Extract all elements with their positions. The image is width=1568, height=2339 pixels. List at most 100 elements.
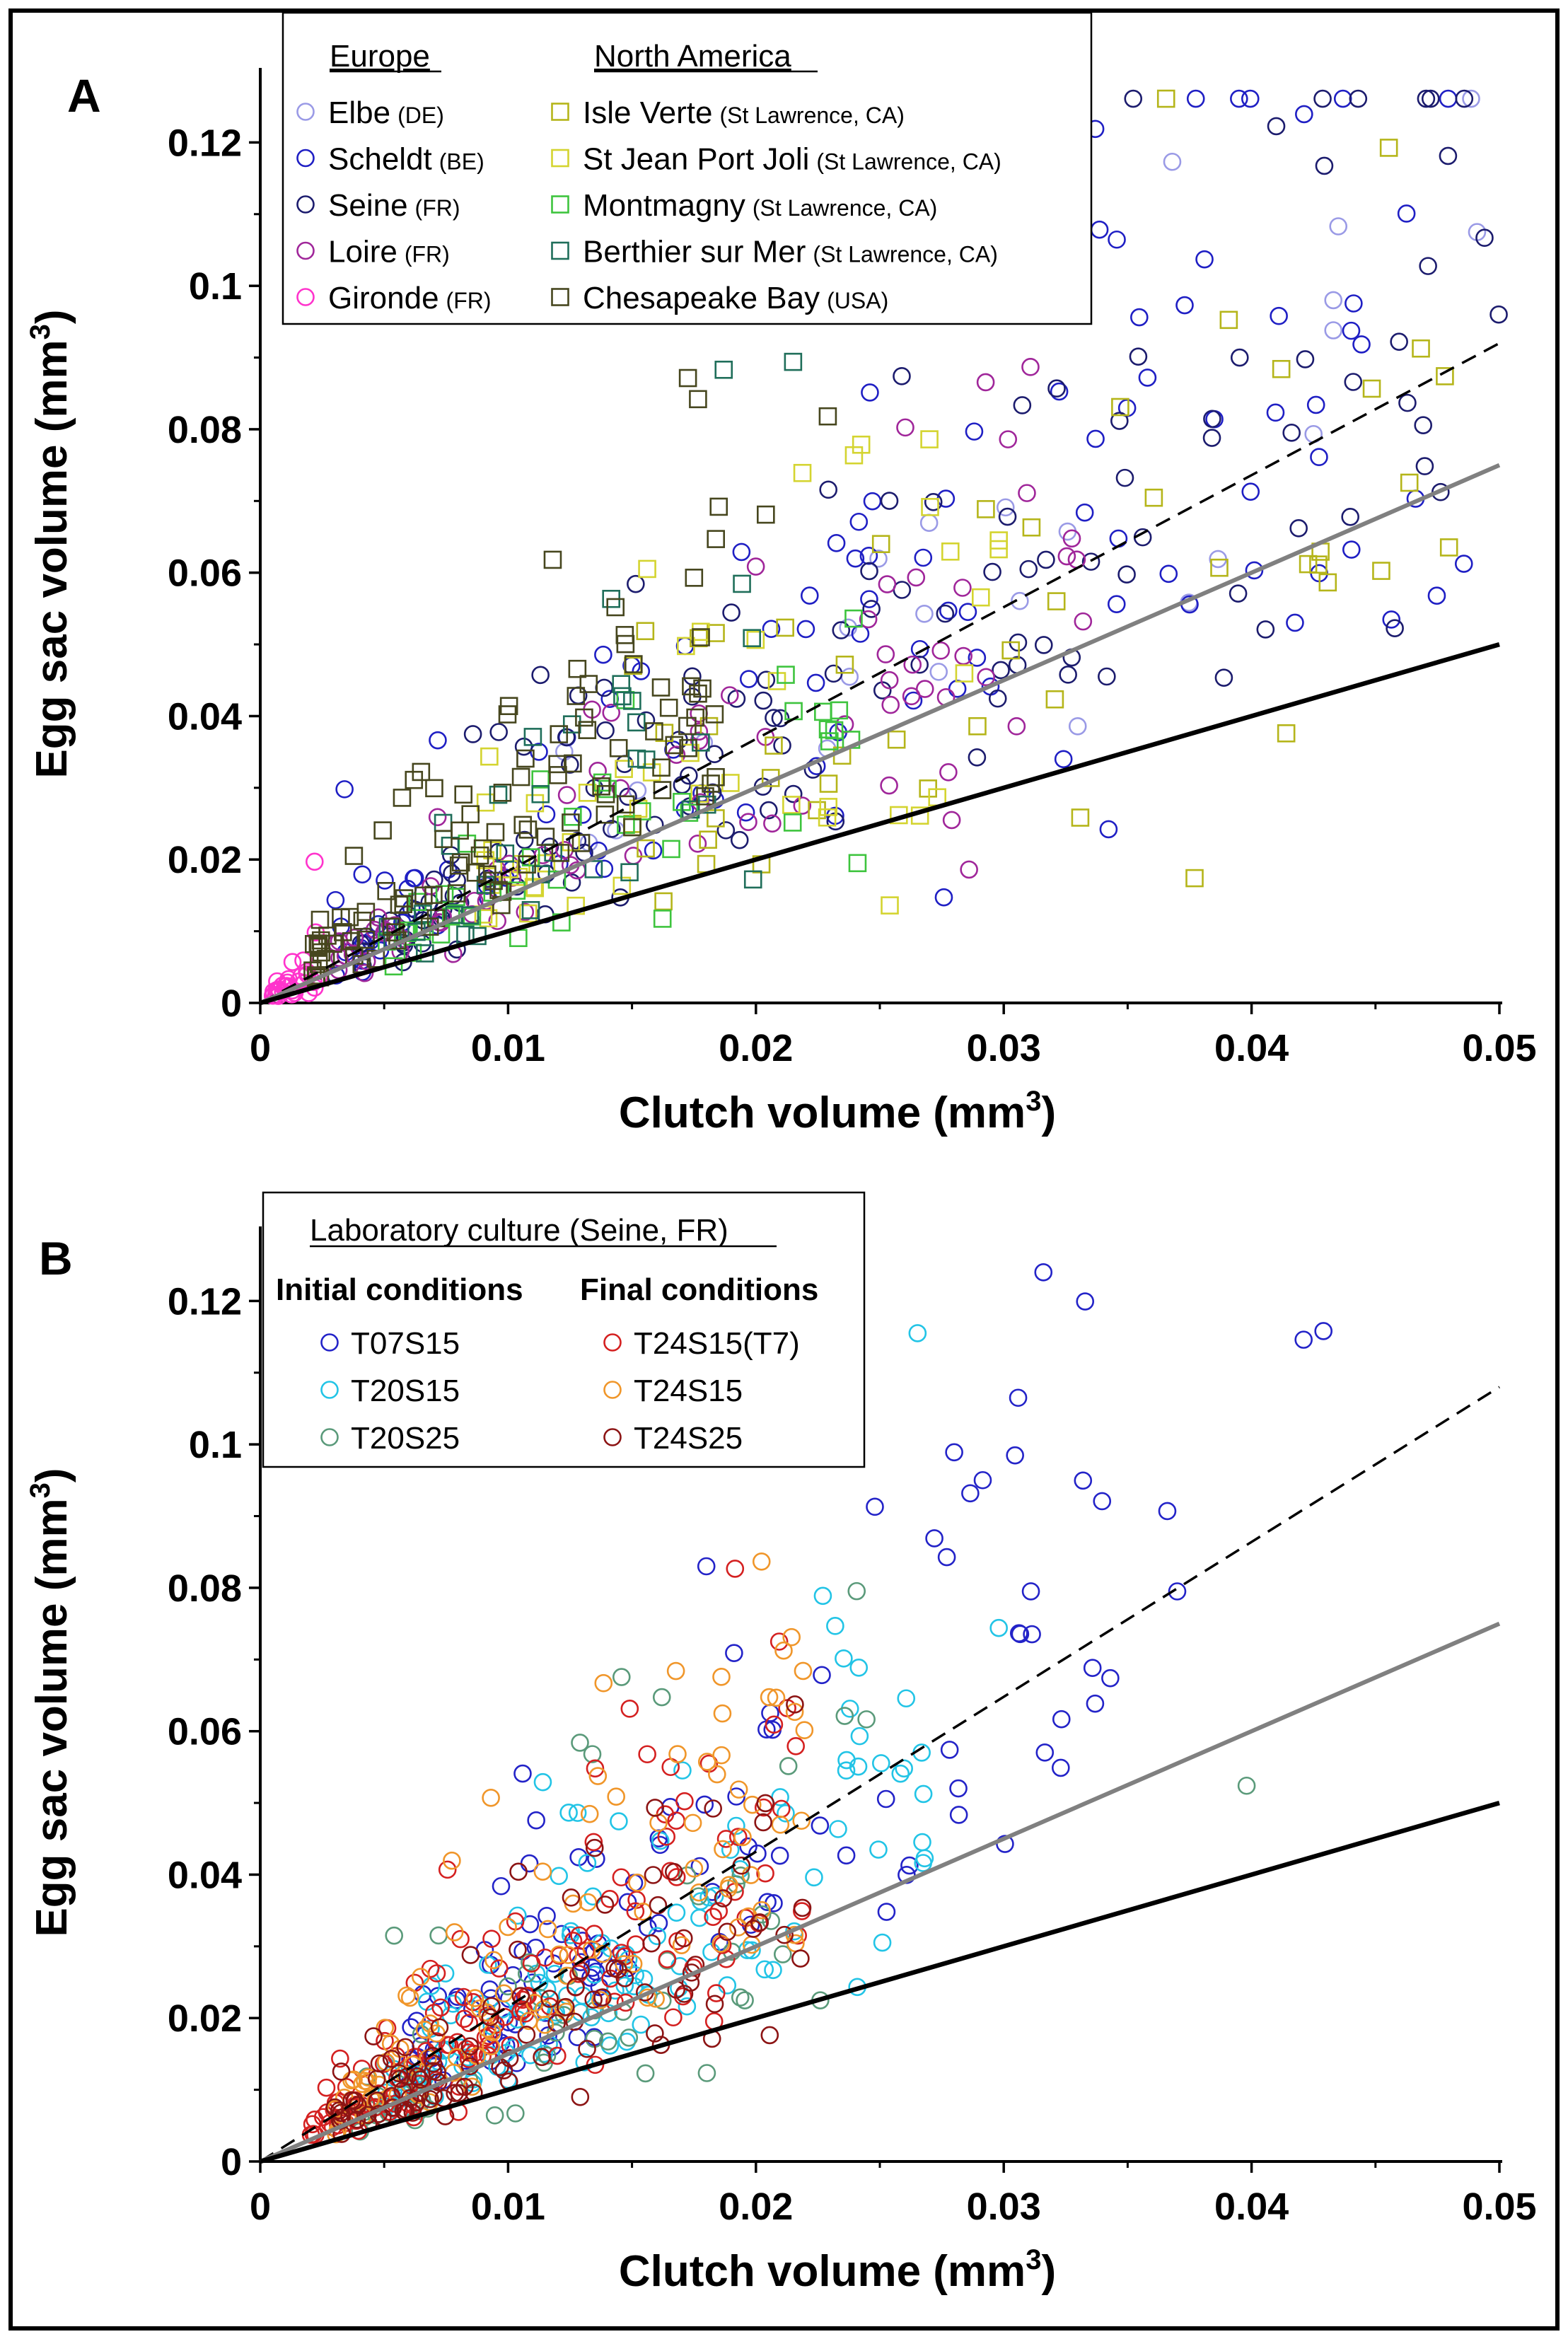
data-point bbox=[283, 953, 302, 972]
data-point bbox=[1489, 305, 1508, 324]
data-point bbox=[852, 435, 871, 454]
data-point bbox=[1333, 89, 1352, 108]
data-point bbox=[770, 1632, 789, 1651]
data-point bbox=[761, 1704, 779, 1722]
data-point bbox=[1034, 636, 1053, 654]
data-point bbox=[1454, 555, 1473, 573]
data-point bbox=[1019, 559, 1038, 579]
data-point bbox=[659, 698, 678, 717]
data-point bbox=[584, 860, 603, 878]
chart-panel-b: B 0 0.02 0.04 0.06 0.08 0.1 0.12 0 0.01 0.02 0.03 0.… bbox=[25, 1191, 1537, 2296]
data-point bbox=[518, 855, 536, 874]
data-point bbox=[461, 805, 480, 824]
data-point bbox=[1324, 291, 1343, 310]
data-point bbox=[549, 766, 567, 784]
data-point bbox=[646, 2024, 664, 2043]
data-point bbox=[683, 667, 702, 686]
data-point bbox=[765, 1715, 784, 1734]
data-point bbox=[617, 816, 635, 834]
data-point bbox=[1074, 612, 1093, 631]
data-point bbox=[806, 673, 825, 692]
data-point bbox=[1310, 448, 1328, 467]
data-point bbox=[1117, 565, 1136, 584]
data-point bbox=[1324, 321, 1343, 339]
data-point bbox=[936, 604, 955, 623]
data-point bbox=[791, 1949, 810, 1968]
data-point bbox=[1052, 1710, 1071, 1729]
data-point bbox=[421, 2014, 439, 2033]
data-point bbox=[782, 796, 801, 814]
data-point bbox=[880, 776, 898, 795]
data-point bbox=[620, 1700, 639, 1718]
data-point bbox=[792, 1811, 811, 1830]
data-point bbox=[784, 352, 803, 371]
data-point bbox=[613, 687, 632, 706]
data-point bbox=[496, 844, 515, 863]
data-point bbox=[585, 1838, 604, 1857]
data-point bbox=[1344, 373, 1363, 391]
data-point bbox=[678, 1997, 697, 2016]
data-point bbox=[679, 738, 697, 758]
data-point bbox=[620, 863, 639, 882]
data-point bbox=[1098, 667, 1116, 686]
data-point bbox=[685, 1859, 704, 1878]
data-point bbox=[642, 1934, 661, 1953]
data-point bbox=[664, 2008, 683, 2027]
legend-marker bbox=[551, 288, 569, 306]
x-tick-label: 0.05 bbox=[1462, 1027, 1536, 1069]
data-point bbox=[757, 671, 776, 690]
data-point bbox=[470, 1999, 489, 2018]
legend-label: Scheldt (BE) bbox=[328, 142, 484, 177]
data-point bbox=[518, 820, 538, 839]
data-point bbox=[454, 785, 473, 804]
data-point bbox=[690, 1908, 709, 1927]
data-point bbox=[793, 796, 812, 815]
data-point bbox=[382, 917, 401, 936]
data-point bbox=[920, 430, 939, 448]
data-point bbox=[712, 1668, 731, 1686]
data-point bbox=[455, 2077, 474, 2096]
data-point bbox=[1400, 473, 1419, 492]
data-point bbox=[627, 713, 646, 732]
data-point bbox=[1299, 555, 1318, 574]
data-point bbox=[1018, 484, 1036, 502]
data-point bbox=[294, 951, 313, 970]
data-point bbox=[513, 1764, 532, 1783]
data-point bbox=[620, 2029, 639, 2047]
data-point bbox=[562, 1922, 580, 1941]
data-point bbox=[332, 2103, 350, 2123]
data-point bbox=[1021, 358, 1040, 376]
data-point bbox=[955, 664, 974, 683]
data-point bbox=[531, 770, 550, 789]
data-point bbox=[583, 1887, 603, 1906]
legend-entry: Isle Verte (St Lawrence, CA) bbox=[551, 95, 905, 130]
data-point bbox=[655, 724, 674, 742]
data-point bbox=[580, 1804, 599, 1823]
data-point bbox=[1009, 1624, 1028, 1642]
data-point bbox=[478, 2019, 496, 2038]
data-point bbox=[492, 1876, 511, 1896]
data-point bbox=[989, 531, 1008, 550]
data-point bbox=[673, 1761, 692, 1780]
legend-entry: T20S15 bbox=[320, 1374, 460, 1408]
data-point bbox=[579, 675, 598, 693]
legend-entry: Gironde (FR) bbox=[296, 281, 492, 315]
data-point bbox=[356, 902, 376, 922]
data-point bbox=[697, 1557, 716, 1576]
data-point bbox=[754, 1813, 772, 1832]
data-point bbox=[859, 547, 878, 565]
data-point bbox=[1001, 641, 1020, 660]
data-point bbox=[593, 1944, 612, 1963]
data-point bbox=[697, 854, 716, 874]
data-point bbox=[575, 708, 593, 727]
panel-label: A bbox=[67, 69, 101, 122]
data-point bbox=[819, 774, 838, 793]
data-point bbox=[877, 1903, 896, 1921]
data-point bbox=[689, 684, 707, 703]
data-point bbox=[516, 902, 535, 922]
data-point bbox=[880, 671, 899, 690]
data-point bbox=[596, 721, 615, 740]
data-point bbox=[674, 1929, 693, 1948]
data-point bbox=[521, 848, 540, 866]
data-point bbox=[1045, 690, 1064, 709]
